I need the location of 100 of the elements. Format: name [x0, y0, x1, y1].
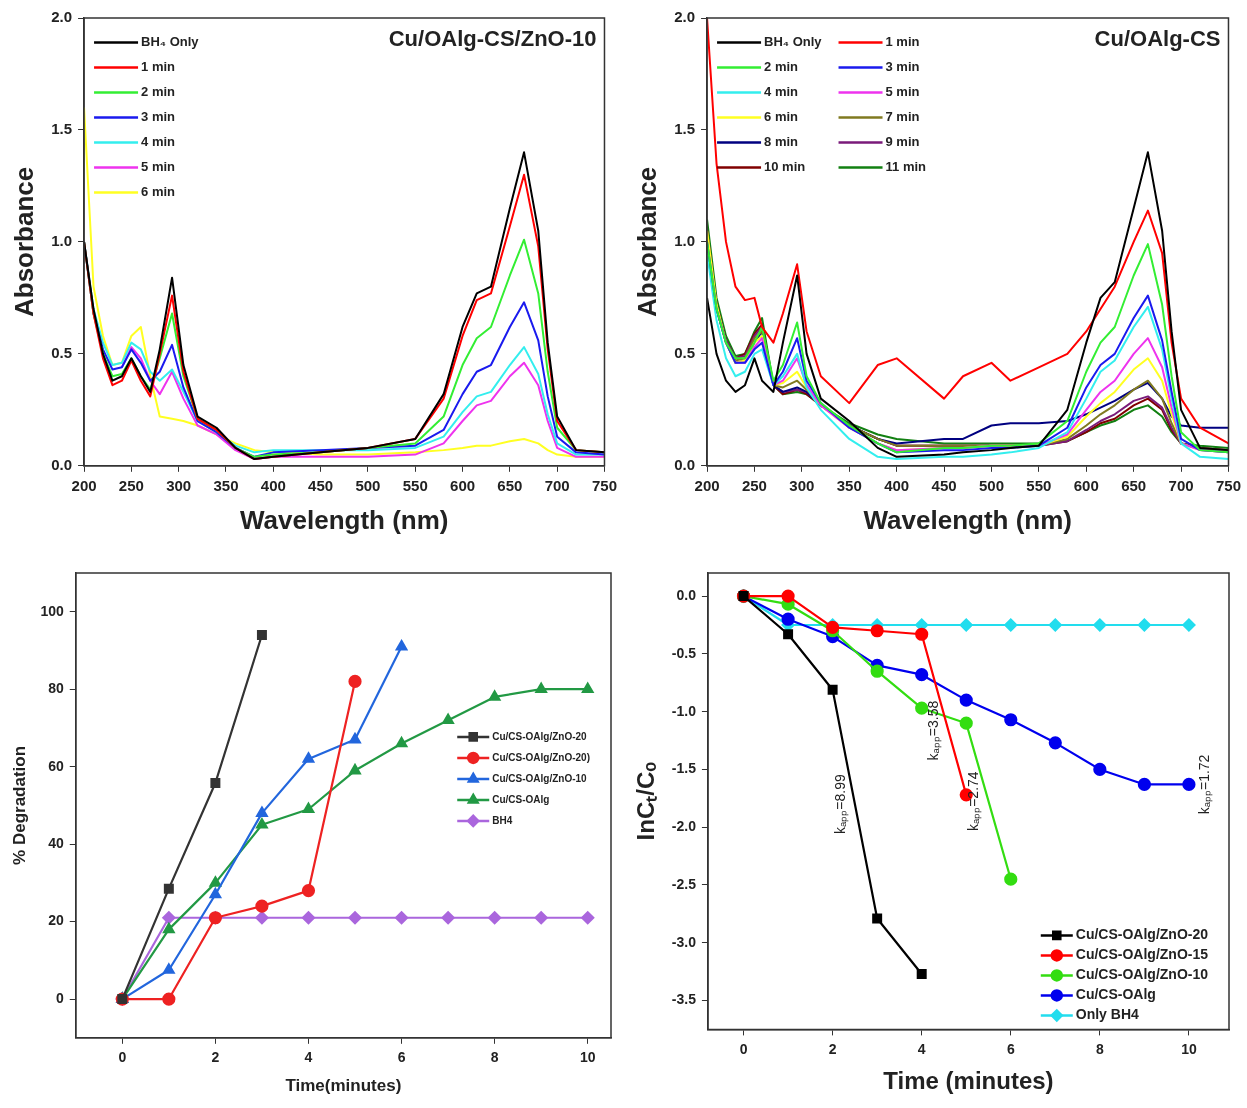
- legend-label: 2 min: [141, 84, 176, 100]
- legend-label: 6 min: [141, 184, 176, 200]
- y-tick-label: -0.5: [671, 644, 697, 661]
- y-tick-label: 40: [48, 834, 64, 851]
- x-tick-label: 400: [260, 476, 286, 494]
- y-tick-label: 0.0: [676, 586, 697, 603]
- x-tick-label: 2: [211, 1049, 220, 1066]
- y-tick-label: 20: [48, 912, 64, 929]
- y-tick-label: 1.5: [51, 120, 73, 138]
- x-tick-label: 2: [828, 1040, 837, 1057]
- legend-label: Cu/CS-OAlg/ZnO-20: [1075, 926, 1209, 943]
- x-tick-label: 650: [1121, 476, 1147, 494]
- x-tick-label: 4: [304, 1049, 313, 1066]
- annotation: kₐₚₚ=2.74: [965, 771, 983, 832]
- x-tick-label: 250: [118, 476, 144, 494]
- x-tick-label: 450: [308, 476, 334, 494]
- y-tick-label: -1.5: [671, 760, 697, 777]
- legend-label: Cu/CS-OAlg/ZnO-20: [492, 730, 588, 742]
- x-tick-label: 8: [1095, 1040, 1104, 1057]
- legend-label: 8 min: [764, 134, 799, 150]
- x-tick-label: 0: [739, 1040, 748, 1057]
- x-axis-title: Time (minutes): [883, 1067, 1054, 1095]
- legend-label: 2 min: [764, 59, 799, 75]
- legend-label: Cu/CS-OAlg/ZnO-15: [1075, 946, 1209, 963]
- x-tick-label: 550: [1026, 476, 1052, 494]
- x-tick-label: 0: [118, 1049, 127, 1066]
- x-tick-label: 700: [544, 476, 570, 494]
- y-axis-title: % Degradation: [9, 745, 29, 865]
- legend-label: 5 min: [141, 159, 176, 175]
- x-tick-label: 350: [836, 476, 862, 494]
- legend-label: 6 min: [764, 109, 799, 125]
- x-axis-title: Wavelength (nm): [863, 504, 1073, 535]
- x-tick-label: 750: [591, 476, 617, 494]
- y-tick-label: -3.5: [671, 991, 697, 1008]
- x-tick-label: 650: [497, 476, 523, 494]
- x-axis-title: Time(minutes): [285, 1076, 402, 1096]
- x-tick-label: 300: [166, 476, 192, 494]
- x-tick-label: 450: [931, 476, 957, 494]
- x-tick-label: 200: [71, 476, 97, 494]
- y-tick-label: 100: [40, 602, 64, 619]
- x-tick-label: 700: [1168, 476, 1194, 494]
- legend-label: 11 min: [885, 159, 927, 175]
- x-tick-label: 8: [490, 1049, 499, 1066]
- legend-label: BH₄ Only: [141, 34, 200, 50]
- y-axis-title: InCₜ/Cₒ: [632, 761, 660, 841]
- x-tick-label: 250: [741, 476, 767, 494]
- annotation: Cu/OAlg-CS: [1094, 26, 1221, 52]
- legend-label: Cu/CS-OAlg/ZnO-10: [1075, 966, 1209, 983]
- legend-label: 1 min: [141, 59, 176, 75]
- x-tick-label: 300: [789, 476, 815, 494]
- legend-label: 1 min: [885, 34, 920, 50]
- legend-label: 3 min: [141, 109, 176, 125]
- x-tick-label: 6: [397, 1049, 406, 1066]
- y-tick-label: 1.0: [51, 232, 73, 250]
- y-tick-label: 1.0: [674, 232, 696, 250]
- x-tick-label: 750: [1215, 476, 1241, 494]
- y-tick-label: 1.5: [674, 120, 696, 138]
- legend-label: 3 min: [885, 59, 920, 75]
- x-tick-label: 600: [1073, 476, 1099, 494]
- legend-label: 9 min: [885, 134, 920, 150]
- x-tick-label: 500: [978, 476, 1004, 494]
- y-tick-label: 80: [48, 680, 64, 697]
- annotation: kₐₚₚ=1.72: [1195, 754, 1213, 815]
- y-tick-label: 0.0: [51, 455, 73, 473]
- y-axis-title: Absorbance: [631, 166, 662, 318]
- x-tick-label: 500: [355, 476, 381, 494]
- y-tick-label: 0.0: [674, 455, 696, 473]
- annotation: kₐₚₚ=3.58: [925, 700, 943, 761]
- y-tick-label: 60: [48, 757, 64, 774]
- legend-label: Cu/CS-OAlg/ZnO-10: [492, 772, 588, 784]
- legend-label: BH₄ Only: [764, 34, 823, 50]
- annotation: kₐₚₚ=8.99: [831, 774, 849, 834]
- legend-label: 7 min: [885, 109, 920, 125]
- x-tick-label: 6: [1006, 1040, 1015, 1057]
- x-tick-label: 600: [450, 476, 476, 494]
- x-tick-label: 350: [213, 476, 239, 494]
- y-tick-label: -2.5: [671, 875, 697, 892]
- legend-label: Cu/CS-OAlg: [1075, 986, 1156, 1003]
- x-tick-label: 400: [884, 476, 910, 494]
- y-tick-label: 0.5: [674, 343, 696, 361]
- legend-label: 4 min: [764, 84, 799, 100]
- y-tick-label: -3.0: [671, 933, 697, 950]
- y-tick-label: 0: [55, 989, 64, 1006]
- annotation: Cu/OAlg-CS/ZnO-10: [388, 26, 597, 52]
- legend-label: BH4: [492, 814, 513, 826]
- legend-label: 10 min: [764, 159, 806, 175]
- y-tick-label: 2.0: [674, 8, 696, 26]
- x-tick-label: 4: [917, 1040, 926, 1057]
- y-tick-label: 2.0: [51, 8, 73, 26]
- x-tick-label: 550: [402, 476, 428, 494]
- legend-label: Cu/CS-OAlg/ZnO-20): [492, 751, 591, 763]
- y-tick-label: -1.0: [671, 702, 697, 719]
- legend-label: 5 min: [885, 84, 920, 100]
- y-axis-title: Absorbance: [8, 166, 39, 318]
- x-axis-title: Wavelength (nm): [240, 504, 449, 535]
- x-tick-label: 10: [579, 1049, 596, 1066]
- y-tick-label: 0.5: [51, 343, 73, 361]
- y-tick-label: -2.0: [671, 818, 697, 835]
- legend-label: 4 min: [141, 134, 176, 150]
- x-tick-label: 200: [694, 476, 720, 494]
